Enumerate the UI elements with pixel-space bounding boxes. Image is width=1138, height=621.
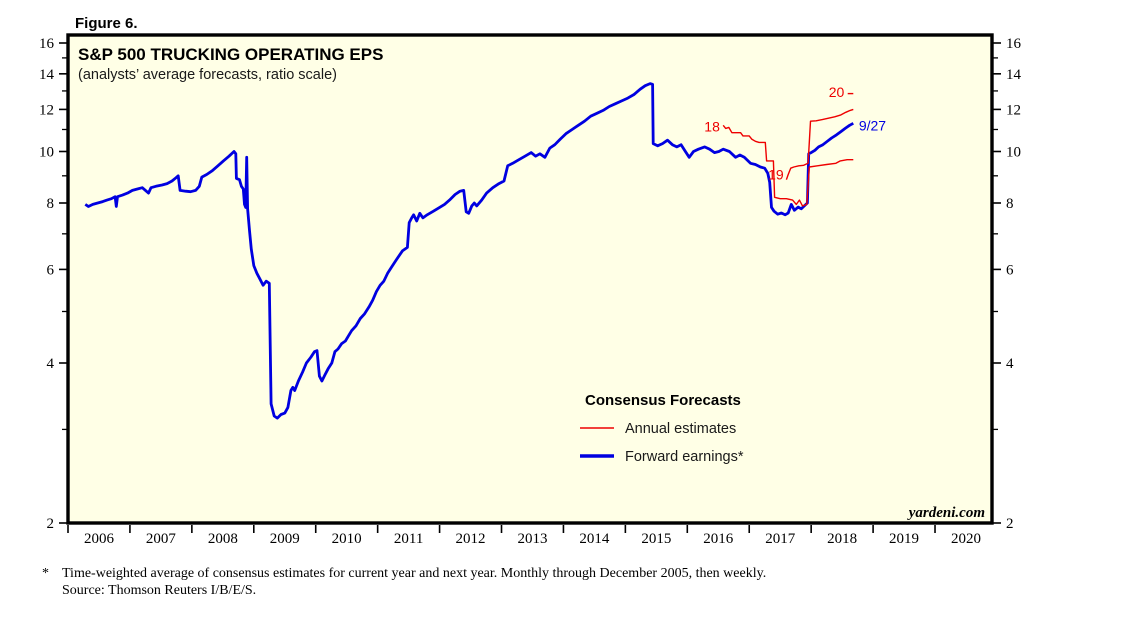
y-axis-label-left-8: 8: [47, 196, 55, 212]
y-axis-label-right-2: 2: [1006, 516, 1014, 532]
y-axis-label-left-6: 6: [47, 262, 55, 278]
x-axis-label-2016: 2016: [703, 531, 734, 547]
x-axis-label-2011: 2011: [394, 531, 423, 547]
y-axis-label-left-4: 4: [47, 356, 55, 372]
y-axis-label-left-14: 14: [39, 67, 55, 83]
annotation-20: 20: [829, 84, 845, 100]
y-axis-label-left-2: 2: [47, 516, 55, 532]
x-axis-label-2008: 2008: [208, 531, 238, 547]
y-axis-label-left-16: 16: [39, 36, 55, 52]
y-axis-label-right-4: 4: [1006, 356, 1014, 372]
x-axis-label-2006: 2006: [84, 531, 115, 547]
x-axis-label-2012: 2012: [456, 531, 486, 547]
y-axis-label-right-10: 10: [1006, 144, 1021, 160]
y-axis-label-left-10: 10: [39, 144, 54, 160]
x-axis-label-2015: 2015: [641, 531, 671, 547]
x-axis-label-2007: 2007: [146, 531, 177, 547]
footnote-marker: *: [42, 566, 49, 581]
y-axis-label-right-12: 12: [1006, 102, 1021, 118]
series-annual-estimates-2019: [785, 108, 854, 180]
figure-label: Figure 6.: [75, 15, 138, 32]
watermark: yardeni.com: [907, 505, 985, 521]
chart-subtitle: (analysts’ average forecasts, ratio scal…: [78, 67, 337, 83]
legend: Consensus Forecasts Annual estimates For…: [580, 392, 744, 465]
series-annual-estimates-2018: [722, 124, 854, 207]
x-axis-label-2019: 2019: [889, 531, 919, 547]
x-axis-label-2009: 2009: [270, 531, 300, 547]
y-axis-label-right-14: 14: [1006, 67, 1022, 83]
y-axis-label-right-6: 6: [1006, 262, 1014, 278]
footnote-line2: Source: Thomson Reuters I/B/E/S.: [62, 583, 256, 598]
legend-label-forward-earnings: Forward earnings*: [625, 449, 744, 465]
x-axis-label-2018: 2018: [827, 531, 857, 547]
x-axis-label-2010: 2010: [332, 531, 362, 547]
footnote: * Time-weighted average of consensus est…: [42, 566, 766, 598]
annotation-19: 19: [768, 167, 784, 183]
footnote-line1: Time-weighted average of consensus estim…: [62, 566, 766, 581]
series-forward-earnings: [84, 82, 854, 420]
y-axis-label-right-8: 8: [1006, 196, 1014, 212]
y-axis-label-right-16: 16: [1006, 36, 1022, 52]
x-axis-label-2013: 2013: [517, 531, 547, 547]
x-axis-label-2014: 2014: [579, 531, 610, 547]
x-axis-label-2020: 2020: [951, 531, 981, 547]
axes: 2 2 4 4 6 6 8 8 10 10 12 12 14 14 16 16 2006 2007 2008 2009…: [39, 36, 1022, 547]
legend-label-annual-estimates: Annual estimates: [625, 421, 736, 437]
series-lines: [84, 82, 854, 420]
chart-title: S&P 500 TRUCKING OPERATING EPS: [78, 45, 383, 64]
y-axis-label-left-12: 12: [39, 102, 54, 118]
annotation-18: 18: [704, 118, 720, 134]
annotations: 18 19 20 9/27: [704, 84, 886, 183]
plot-area: [66, 33, 994, 525]
x-axis-label-2017: 2017: [765, 531, 796, 547]
annotation-9-27: 9/27: [859, 117, 886, 133]
legend-header: Consensus Forecasts: [585, 392, 741, 409]
